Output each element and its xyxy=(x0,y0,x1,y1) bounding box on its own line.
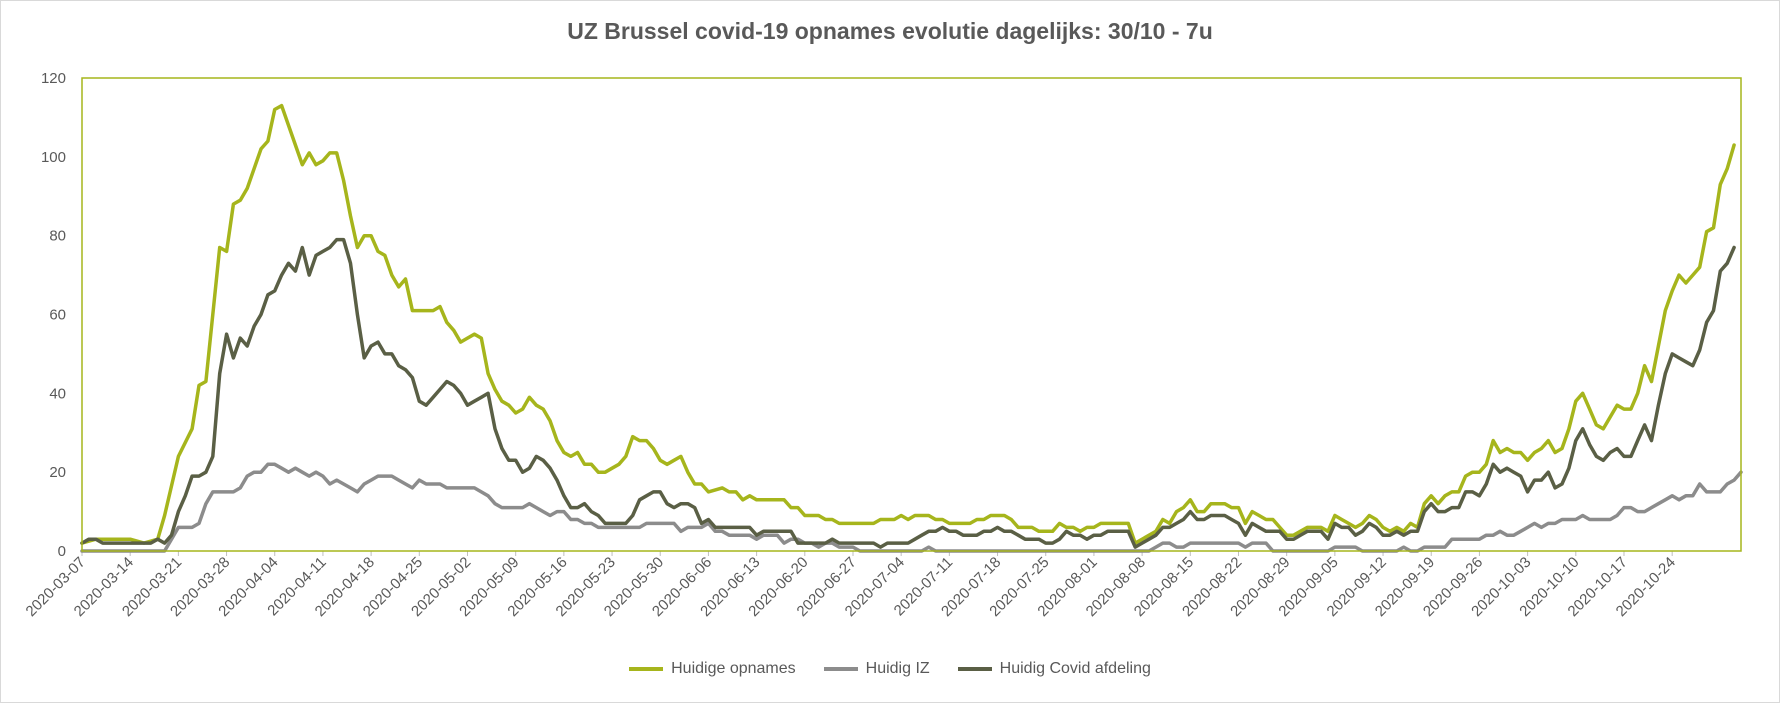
y-tick-label: 120 xyxy=(41,70,66,87)
series-line-huidige-opnames xyxy=(80,103,1736,545)
legend-item: Huidig IZ xyxy=(823,660,930,678)
series-line-huidig-iz xyxy=(80,462,1743,553)
legend-label: Huidig Covid afdeling xyxy=(999,660,1151,677)
legend-item: Huidig Covid afdeling xyxy=(957,660,1151,678)
y-tick-label: 80 xyxy=(49,228,66,245)
legend-swatch xyxy=(957,667,992,671)
y-tick-label: 0 xyxy=(58,543,66,560)
plot-area-border xyxy=(81,77,1742,552)
legend-label: Huidig IZ xyxy=(865,660,930,677)
legend-swatch xyxy=(629,667,664,671)
series-lines xyxy=(80,103,1743,553)
x-axis: 2020-03-072020-03-142020-03-212020-03-28… xyxy=(23,551,1679,620)
y-tick-label: 60 xyxy=(49,307,66,324)
y-tick-label: 40 xyxy=(49,385,66,402)
legend-swatch xyxy=(823,667,858,671)
y-tick-label: 100 xyxy=(41,149,66,166)
legend-label: Huidige opnames xyxy=(671,660,796,677)
chart-legend: Huidige opnames Huidig IZ Huidig Covid afd… xyxy=(0,660,1780,678)
chart-title: UZ Brussel covid-19 opnames evolutie dag… xyxy=(567,18,1213,44)
series-line-huidig-covid-afdeling xyxy=(80,237,1736,549)
legend-item: Huidige opnames xyxy=(629,660,796,678)
y-axis: 0 20 40 60 80 100 120 xyxy=(41,70,66,560)
y-tick-label: 20 xyxy=(49,464,66,481)
